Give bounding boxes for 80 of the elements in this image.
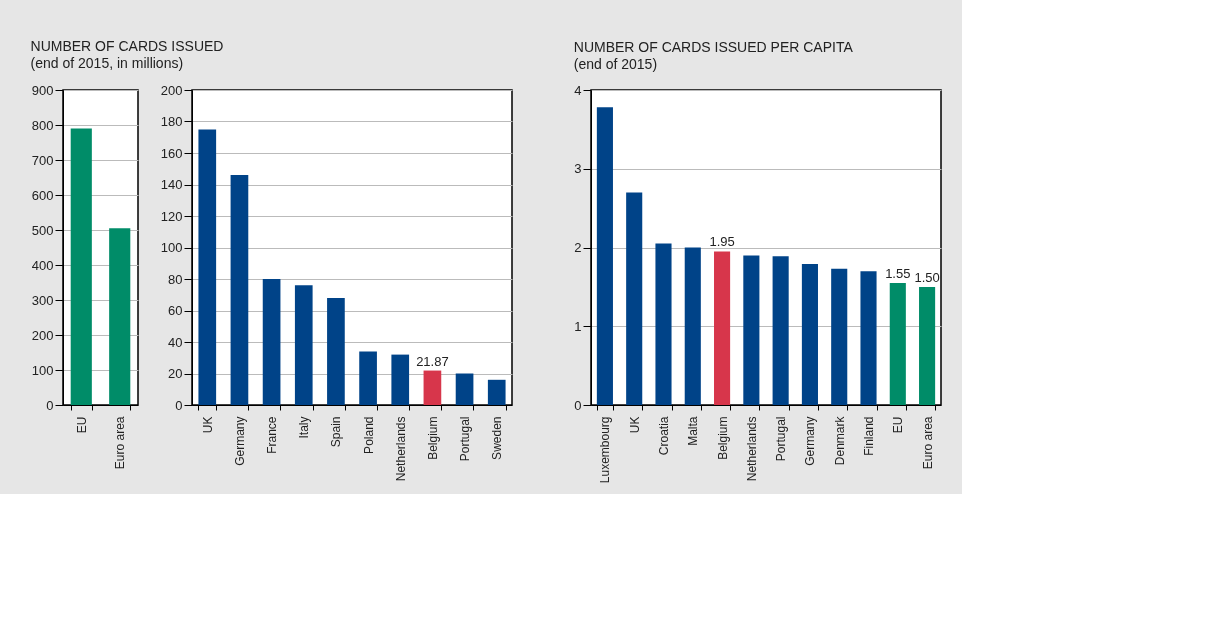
x-tick-label: Luxembourg: [598, 416, 613, 484]
chart-subtitle: (end of 2015, in millions): [30, 55, 184, 72]
bar: [423, 370, 442, 405]
bar: [455, 373, 474, 405]
bar: [294, 285, 313, 405]
y-tick-label: 100: [160, 240, 183, 255]
y-tick-label: 600: [31, 187, 54, 203]
y-tick-label: 3: [574, 161, 582, 177]
y-tick-label: 20: [168, 366, 183, 381]
y-tick-label: 140: [160, 177, 183, 192]
bar: [391, 354, 410, 405]
x-tick-label: Portugal: [458, 416, 473, 462]
y-tick-label: 0: [175, 397, 183, 413]
x-tick-label: Germany: [803, 416, 818, 466]
bar: [230, 175, 249, 405]
x-tick-label: Belgium: [425, 416, 440, 460]
x-tick-label: Malta: [686, 416, 701, 446]
y-tick-label: 40: [168, 334, 183, 350]
chart-title: NUMBER OF CARDS ISSUED PER CAPITA: [573, 39, 854, 55]
x-tick-label: Finland: [862, 416, 877, 456]
y-tick-label: 2: [574, 240, 582, 255]
bar: [772, 256, 789, 405]
x-tick-label: Poland: [361, 416, 376, 454]
chart-subtitle: (end of 2015): [573, 56, 658, 72]
x-tick-label: Croatia: [656, 416, 671, 456]
x-tick-label: Spain: [329, 416, 344, 448]
bar: [626, 192, 643, 405]
bar: [801, 264, 818, 405]
x-tick-label: UK: [200, 416, 215, 434]
bar: [714, 251, 731, 405]
y-tick-label: 200: [31, 327, 54, 343]
chart-title: NUMBER OF CARDS ISSUED: [30, 38, 224, 55]
y-tick-label: 80: [168, 271, 183, 287]
bar: [684, 247, 701, 405]
y-tick-label: 120: [160, 208, 183, 224]
x-tick-label: France: [265, 416, 280, 454]
y-tick-label: 0: [574, 397, 582, 413]
x-tick-label: Italy: [297, 416, 312, 439]
bar: [831, 268, 848, 405]
bar: [743, 255, 760, 405]
bar: [359, 351, 377, 405]
bar: [327, 297, 345, 405]
x-tick-label: Belgium: [715, 416, 730, 460]
y-tick-label: 500: [31, 222, 54, 238]
y-tick-label: 0: [46, 397, 54, 413]
x-tick-label: Netherlands: [393, 416, 408, 482]
x-tick-label: Denmark: [832, 415, 847, 466]
x-tick-label: Germany: [232, 416, 247, 466]
bar: [860, 271, 877, 405]
y-tick-label: 100: [31, 362, 54, 378]
y-tick-label: 800: [31, 117, 54, 133]
y-tick-label: 60: [168, 303, 183, 318]
data-label: 1.95: [709, 234, 735, 250]
y-tick-label: 700: [31, 152, 54, 168]
y-tick-label: 900: [31, 82, 54, 98]
x-tick-label: UK: [627, 416, 642, 434]
y-tick-label: 300: [31, 292, 54, 308]
x-tick-label: Euro area: [113, 416, 128, 470]
bar: [262, 279, 281, 405]
bar: [889, 282, 906, 405]
y-tick-label: 4: [574, 82, 582, 98]
x-tick-label: Portugal: [774, 416, 789, 462]
x-tick-label: EU: [74, 416, 89, 434]
y-tick-label: 180: [160, 114, 183, 129]
x-tick-label: Netherlands: [744, 416, 759, 482]
y-tick-label: 200: [160, 82, 183, 98]
x-tick-label: Euro area: [920, 416, 935, 470]
x-tick-label: Sweden: [490, 416, 505, 460]
bar: [655, 243, 672, 405]
y-tick-label: 400: [31, 257, 54, 273]
y-tick-label: 1: [574, 318, 582, 334]
bar: [596, 107, 613, 405]
data-label: 1.55: [885, 265, 911, 281]
data-label: 21.87: [416, 353, 449, 369]
bar: [487, 379, 506, 405]
y-tick-label: 160: [160, 145, 183, 161]
x-tick-label: EU: [891, 416, 906, 434]
data-label: 1.50: [914, 269, 940, 285]
bar: [919, 286, 936, 405]
bar: [198, 129, 217, 405]
